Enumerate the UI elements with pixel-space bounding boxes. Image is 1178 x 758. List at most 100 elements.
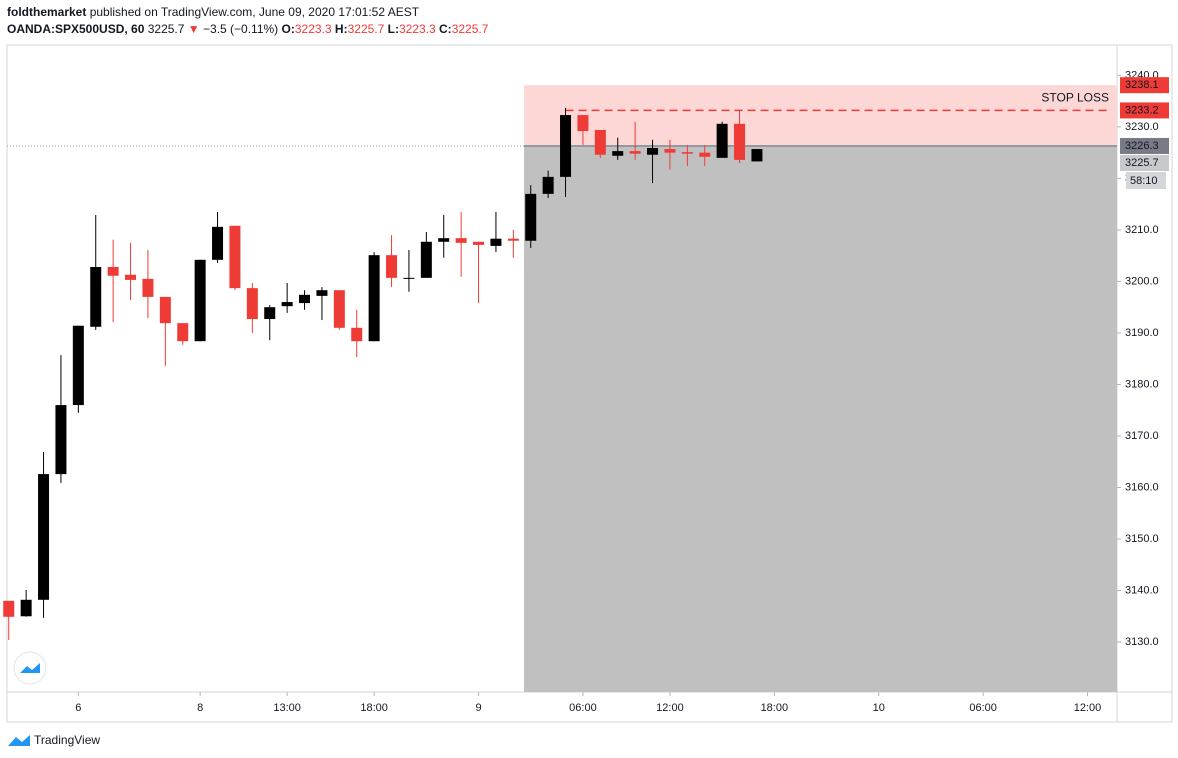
y-tick-label: 3210.0 — [1125, 224, 1159, 236]
candle-body — [125, 274, 137, 280]
chart-frame — [6, 44, 1173, 723]
candle-body — [542, 176, 554, 194]
x-tick-label: 06:00 — [969, 702, 997, 714]
brand-logo — [8, 735, 30, 746]
ohlc-label: H: — [334, 22, 348, 36]
symbol-line: OANDA:SPX500USD, 60 3225.7 ▼ −3.5 (−0.11… — [7, 21, 488, 38]
ohlc-value: 3225.7 — [451, 22, 489, 36]
candle-body — [212, 226, 224, 260]
y-tick-label: 3150.0 — [1125, 533, 1159, 545]
candle-body — [246, 288, 258, 320]
ohlc-label: L: — [387, 22, 399, 36]
candle-body — [577, 115, 589, 132]
candle-body — [264, 307, 276, 320]
candle-body — [507, 238, 519, 241]
candle-body — [647, 148, 659, 155]
candle-body — [386, 255, 398, 278]
symbol: OANDA:SPX500USD, 60 — [7, 22, 145, 36]
candle-body — [699, 152, 711, 157]
last-price: 3225.7 — [147, 22, 185, 36]
x-tick-label: 6 — [75, 702, 81, 714]
brand-name: TradingView — [34, 733, 100, 747]
candle-body — [751, 149, 763, 162]
candle-body — [368, 255, 380, 342]
x-tick-label: 13:00 — [273, 702, 301, 714]
candle-body — [299, 294, 311, 304]
candle-body — [420, 241, 432, 278]
published: published on TradingView.com, June 09, 2… — [89, 5, 420, 19]
candle-body — [612, 151, 624, 156]
x-tick-label: 12:00 — [1074, 702, 1102, 714]
publish-line: foldthemarket published on TradingView.c… — [7, 4, 488, 21]
change: −3.5 (−0.11%) — [203, 22, 279, 36]
entry-badge — [1120, 137, 1169, 154]
x-tick-label: 8 — [197, 702, 203, 714]
y-tick-label: 3230.0 — [1125, 121, 1159, 133]
y-tick-label: 3170.0 — [1125, 430, 1159, 442]
candle-body — [560, 115, 572, 177]
candle-body — [72, 325, 84, 406]
candle-body — [38, 474, 50, 600]
candle-body — [351, 327, 363, 342]
candle-body — [281, 302, 293, 307]
x-tick-label: 12:00 — [656, 702, 684, 714]
candle-body — [438, 238, 450, 242]
candle-body — [3, 600, 15, 617]
ohlc-value: 3225.7 — [347, 22, 385, 36]
last-price-badge-label: 3225.7 — [1125, 157, 1159, 169]
ohlc-value: 3223.3 — [398, 22, 436, 36]
stop-line-badge-label: 3233.2 — [1125, 104, 1159, 116]
candle-body — [629, 151, 641, 154]
entry-badge-label: 3226.3 — [1125, 140, 1159, 152]
stop-badge-label: 3238.1 — [1125, 79, 1159, 91]
candle-body — [490, 238, 502, 246]
target-zone — [524, 145, 1117, 692]
candle-body — [716, 123, 728, 158]
y-tick-label: 3130.0 — [1125, 636, 1159, 648]
stop-zone — [524, 85, 1117, 146]
last-price-badge — [1120, 154, 1169, 171]
candle-body — [455, 238, 467, 243]
candle-body — [194, 259, 206, 342]
x-tick-label: 9 — [475, 702, 481, 714]
y-tick-label: 3200.0 — [1125, 275, 1159, 287]
x-tick-label: 18:00 — [360, 702, 388, 714]
stop-badge — [1120, 77, 1169, 94]
candle-body — [681, 152, 693, 154]
y-tick-label: 3190.0 — [1125, 327, 1159, 339]
candle-body — [594, 129, 606, 155]
candle-body — [333, 290, 345, 328]
candle-body — [473, 241, 485, 245]
y-tick-label: 3160.0 — [1125, 481, 1159, 493]
x-tick-label: 06:00 — [569, 702, 597, 714]
candle-body — [142, 278, 154, 297]
countdown: 58:10 — [1130, 175, 1158, 187]
logo-badge — [13, 651, 47, 685]
y-tick-label: 3140.0 — [1125, 584, 1159, 596]
stop-label: STOP LOSS — [1041, 90, 1109, 104]
candle-body — [734, 123, 746, 160]
x-tick-label: 10 — [873, 702, 885, 714]
stop-line-badge — [1120, 102, 1169, 119]
ohlc-label: O: — [281, 22, 295, 36]
ohlc-value: 3223.3 — [294, 22, 332, 36]
header: foldthemarket published on TradingView.c… — [7, 4, 488, 38]
candle-body — [229, 225, 241, 289]
plot: STOP LOSS — [3, 85, 1117, 692]
countdown-badge — [1126, 171, 1166, 189]
candle-body — [90, 267, 102, 327]
candle-body — [177, 323, 189, 342]
candle-body — [107, 267, 119, 276]
candle-body — [403, 277, 415, 279]
candle-body — [664, 149, 676, 153]
change-arrow: ▼ — [187, 22, 200, 36]
author: foldthemarket — [7, 5, 87, 19]
x-tick-label: 18:00 — [761, 702, 789, 714]
candle-body — [316, 290, 328, 296]
candle-body — [20, 599, 32, 617]
candle-body — [525, 193, 537, 241]
candle-body — [55, 405, 67, 475]
y-tick-label: 3180.0 — [1125, 378, 1159, 390]
